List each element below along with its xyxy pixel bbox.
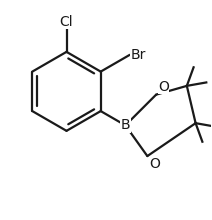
Text: O: O bbox=[158, 80, 169, 94]
Text: Cl: Cl bbox=[60, 15, 73, 29]
Text: Br: Br bbox=[130, 48, 146, 62]
Text: B: B bbox=[121, 118, 130, 132]
Text: O: O bbox=[149, 157, 160, 171]
